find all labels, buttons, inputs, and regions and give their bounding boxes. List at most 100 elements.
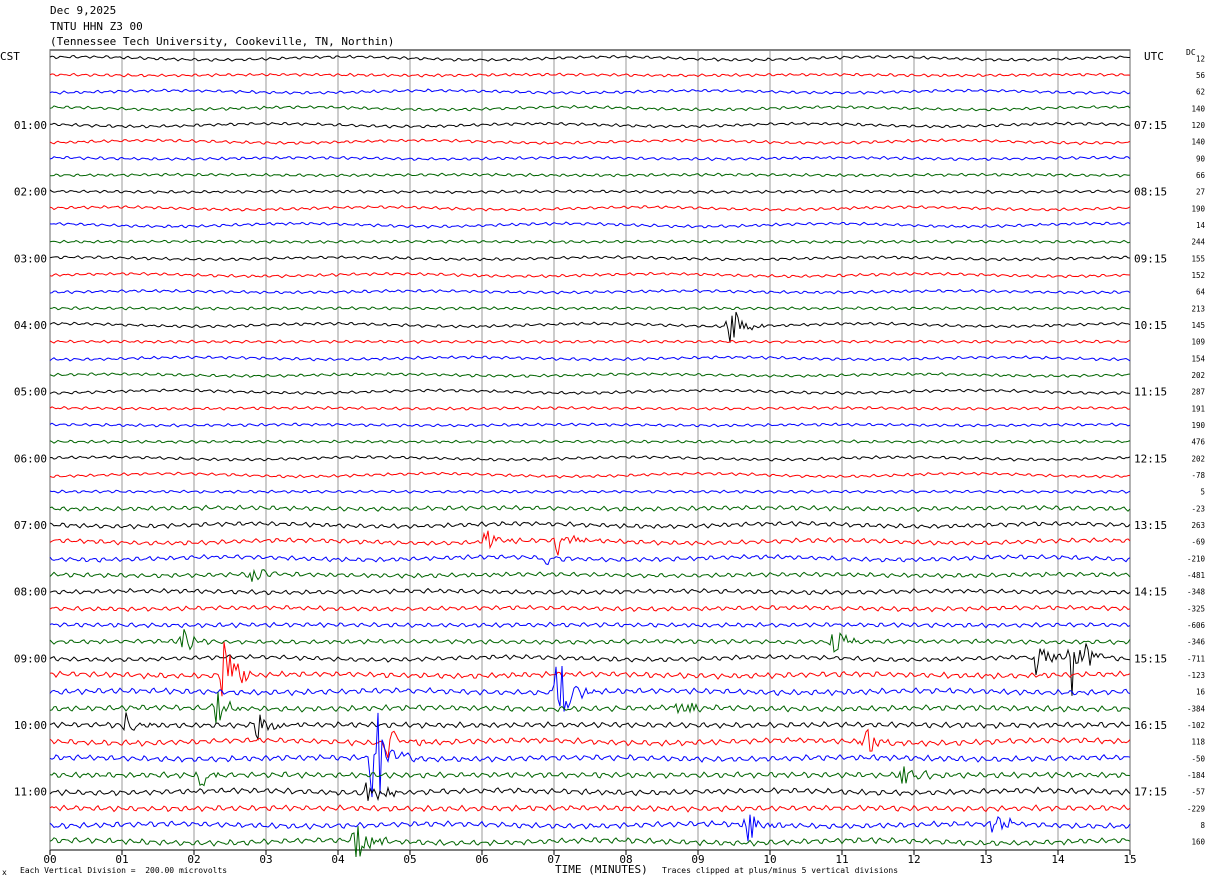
trace-line-row-43 <box>49 766 1131 787</box>
dc-label: DC <box>1186 48 1196 57</box>
dc-offset-label: 14 <box>1196 221 1206 230</box>
trace-line-row-42 <box>49 712 1131 798</box>
dc-offset-label: -50 <box>1191 754 1205 763</box>
dc-offset-label: -229 <box>1187 804 1205 813</box>
trace-group <box>49 54 1131 858</box>
trace-line-row-45 <box>49 804 1131 813</box>
dc-offset-label: -481 <box>1187 571 1205 580</box>
trace-line-row-7 <box>50 172 1131 178</box>
dc-offset-label: 118 <box>1191 738 1205 747</box>
trace-line-row-30 <box>49 553 1131 566</box>
dc-offset-label: 66 <box>1196 171 1206 180</box>
plot-frame <box>49 49 1131 851</box>
dc-offset-label: 140 <box>1191 104 1205 113</box>
utc-time-label: 09:15 <box>1134 252 1167 265</box>
dc-offset-label: -123 <box>1187 671 1205 680</box>
left-zone-label: CST <box>0 50 20 63</box>
trace-line-row-26 <box>49 489 1131 494</box>
scale-note: Each Vertical Division = 200.00 microvol… <box>20 866 228 875</box>
trace-line-row-20 <box>49 388 1131 396</box>
trace-line-row-21 <box>49 405 1131 411</box>
trace-line-row-37 <box>49 642 1131 697</box>
dc-offset-label: -78 <box>1191 471 1205 480</box>
x-tick-label: 09 <box>691 853 704 866</box>
trace-line-row-13 <box>49 271 1131 279</box>
dc-offset-label: 476 <box>1191 438 1205 447</box>
cst-time-label: 09:00 <box>14 652 47 665</box>
cst-time-label: 10:00 <box>14 719 47 732</box>
trace-line-row-8 <box>49 189 1131 195</box>
x-tick-label: 03 <box>259 853 272 866</box>
dc-offset-label: 155 <box>1191 254 1205 263</box>
utc-time-label: 13:15 <box>1134 519 1167 532</box>
dc-offset-label: 154 <box>1191 354 1205 363</box>
trace-line-row-34 <box>49 621 1131 629</box>
dc-offset-label: -711 <box>1187 654 1205 663</box>
trace-line-row-4 <box>49 121 1131 129</box>
x-tick-label: 08 <box>619 853 632 866</box>
cst-time-label: 07:00 <box>14 519 47 532</box>
trace-line-row-16 <box>49 311 1131 343</box>
dc-offset-label: 202 <box>1191 371 1205 380</box>
cst-time-label: 01:00 <box>14 119 47 132</box>
trace-line-row-35 <box>49 629 1131 653</box>
dc-offset-label: 27 <box>1196 188 1205 197</box>
trace-line-row-40 <box>49 712 1131 741</box>
x-tick-label: 12 <box>907 853 920 866</box>
trace-line-row-12 <box>49 255 1131 262</box>
trace-line-row-17 <box>49 339 1131 344</box>
dc-offset-label: 16 <box>1196 688 1206 697</box>
dc-offset-label: 213 <box>1191 304 1205 313</box>
trace-line-row-29 <box>49 530 1131 556</box>
grid-lines <box>49 49 1131 855</box>
dc-offset-label: -102 <box>1187 721 1205 730</box>
trace-line-row-32 <box>49 587 1131 596</box>
cst-time-label: 11:00 <box>14 786 47 799</box>
dc-offset-label: 62 <box>1196 88 1205 97</box>
dc-offset-label: 287 <box>1191 388 1205 397</box>
trace-line-row-38 <box>49 665 1131 712</box>
trace-line-row-3 <box>49 104 1131 112</box>
dc-offset-label: 8 <box>1200 821 1205 830</box>
x-tick-label: 06 <box>475 853 488 866</box>
dc-offset-label: 140 <box>1191 138 1205 147</box>
header-location: (Tennessee Tech University, Cookeville, … <box>50 35 395 48</box>
dc-offset-label: -184 <box>1187 771 1206 780</box>
x-tick-label: 00 <box>43 853 56 866</box>
trace-line-row-23 <box>49 439 1131 444</box>
dc-offset-label: -384 <box>1187 704 1206 713</box>
clip-note: Traces clipped at plus/minus 5 vertical … <box>662 866 899 875</box>
dc-offset-label: -325 <box>1187 604 1205 613</box>
cst-time-label: 05:00 <box>14 386 47 399</box>
utc-time-label: 08:15 <box>1134 186 1167 199</box>
dc-offset-label: 152 <box>1191 271 1205 280</box>
cst-time-label: 04:00 <box>14 319 47 332</box>
trace-line-row-15 <box>49 306 1131 311</box>
dc-offset-label: -210 <box>1187 554 1206 563</box>
dc-offset-label: -348 <box>1187 588 1206 597</box>
x-tick-label: 01 <box>115 853 128 866</box>
x-tick-label: 14 <box>1051 853 1065 866</box>
utc-time-label: 14:15 <box>1134 586 1167 599</box>
footer-corner-mark: x <box>2 868 7 877</box>
x-tick-label: 04 <box>331 853 345 866</box>
dc-offset-label: -346 <box>1187 638 1206 647</box>
dc-offset-label: -606 <box>1187 621 1206 630</box>
x-tick-label: 15 <box>1123 853 1136 866</box>
header-station: TNTU HHN Z3 00 <box>50 20 143 33</box>
dc-offset-label: 5 <box>1200 488 1205 497</box>
trace-line-row-28 <box>49 520 1131 530</box>
cst-time-label: 03:00 <box>14 252 47 265</box>
label-group: 00 01 02 03 04 05 06 07 08 09 10 11 12 13 14 15 12 56 62 14… <box>14 54 1206 866</box>
dc-offset-label: 190 <box>1191 204 1205 213</box>
dc-offset-label: 90 <box>1196 154 1206 163</box>
dc-offset-label: 202 <box>1191 454 1205 463</box>
dc-offset-label: 145 <box>1191 321 1205 330</box>
utc-time-label: 17:15 <box>1134 786 1167 799</box>
x-axis-title: TIME (MINUTES) <box>555 863 648 876</box>
trace-line-row-46 <box>49 814 1131 842</box>
trace-line-row-2 <box>49 88 1131 95</box>
trace-line-row-36 <box>49 643 1131 696</box>
trace-line-row-10 <box>49 221 1131 229</box>
